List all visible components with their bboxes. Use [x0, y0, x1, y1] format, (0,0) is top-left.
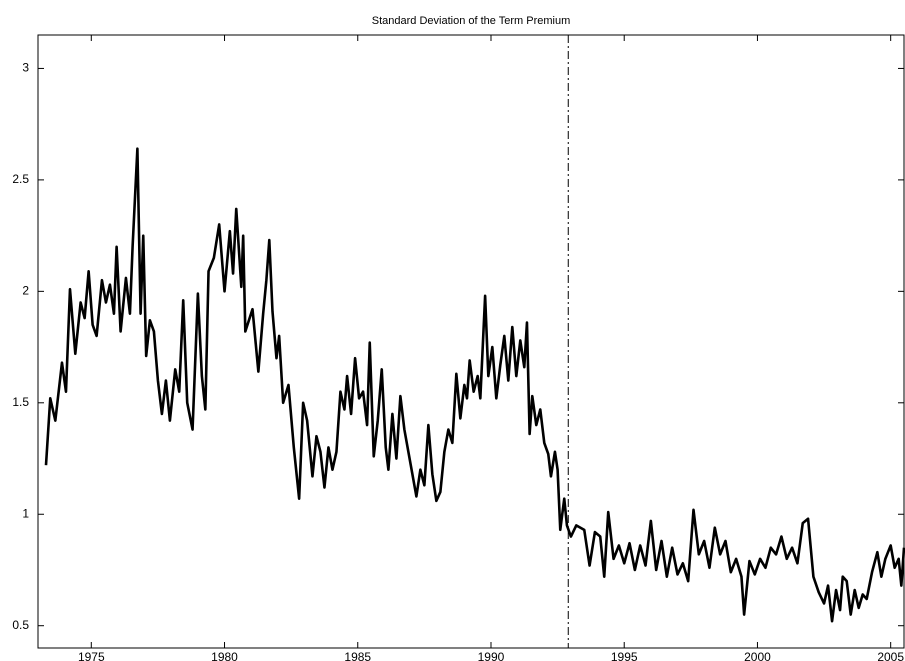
y-tick-label: 3 — [22, 61, 29, 75]
y-tick-label: 2 — [22, 284, 29, 298]
x-tick-label: 1985 — [344, 650, 371, 661]
plot-frame — [37, 34, 905, 649]
x-tick-label: 1995 — [611, 650, 638, 661]
chart-title: Standard Deviation of the Term Premium — [372, 15, 571, 27]
x-tick-label: 1975 — [78, 650, 105, 661]
data-line — [44, 147, 905, 623]
x-tick-label: 2000 — [744, 650, 771, 661]
y-tick-label: 0.5 — [12, 618, 29, 632]
x-tick-label: 2005 — [877, 650, 904, 661]
x-tick-label: 1980 — [211, 650, 238, 661]
y-tick-label: 1 — [22, 506, 29, 520]
x-tick-label: 1990 — [478, 650, 505, 661]
y-tick-label: 1.5 — [12, 395, 29, 409]
y-tick-label: 2.5 — [12, 172, 29, 186]
